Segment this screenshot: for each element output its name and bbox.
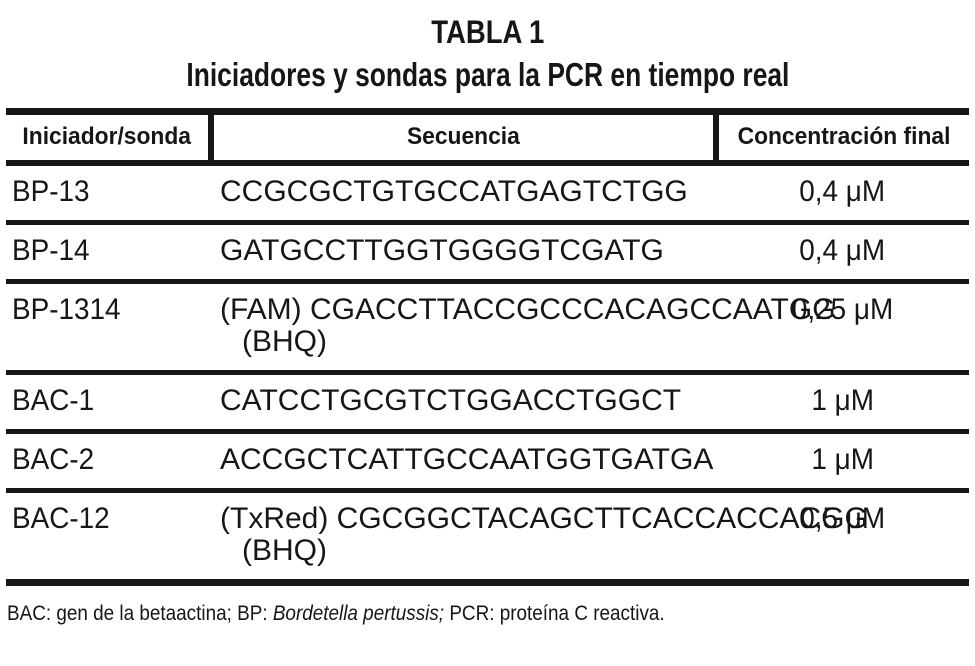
- primers-table: Iniciador/sonda Secuencia Concentración …: [6, 108, 969, 586]
- sequence-line2: (BHQ): [242, 325, 327, 358]
- sequence-line2: (BHQ): [242, 534, 327, 567]
- primer-name-cell: BAC-2: [6, 431, 211, 493]
- concentration-cell: 0,5 μM: [799, 502, 886, 535]
- sequence-cell: CATCCTGCGTCTGGACCTGGCT: [211, 372, 716, 434]
- concentration-cell: 0,4 μM: [716, 163, 969, 225]
- table-subtitle: Iniciadores y sondas para la PCR en tiem…: [185, 56, 789, 93]
- sequence-cell: ACCGCTCATTGCCAATGGTGATGA: [211, 431, 716, 493]
- concentration-cell: 0,4 μM: [716, 222, 969, 284]
- footnote-text-end: PCR: proteína C reactiva.: [444, 602, 665, 625]
- title-block: TABLA 1: [0, 0, 975, 51]
- sequence-cell: (FAM) CGACCTTACCGCCCACAGCCAATGG (BHQ): [211, 281, 836, 375]
- sequence-line1: (FAM) CGACCTTACCGCCCACAGCCAATGG: [220, 293, 836, 326]
- subtitle-block: Iniciadores y sondas para la PCR en tiem…: [0, 55, 975, 95]
- table-row: BP-13 CCGCGCTGTGCCATGAGTCTGG 0,4 μM: [6, 163, 969, 225]
- table-row: BP-1314 (FAM) CGACCTTACCGCCCACAGCCAATGG …: [6, 281, 969, 375]
- concentration-cell: 1 μM: [716, 372, 969, 434]
- table-row: BAC-12 (TxRed) CGCGGCTACAGCTTCACCACCACGG…: [6, 491, 969, 583]
- table-row: BAC-2 ACCGCTCATTGCCAATGGTGATGA 1 μM: [6, 431, 969, 493]
- footnote: BAC: gen de la betaactina; BP: Bordetell…: [7, 601, 975, 627]
- header-secuencia: Secuencia: [208, 111, 716, 166]
- header-iniciador-sonda: Iniciador/sonda: [6, 111, 211, 166]
- sequence-line1: GATGCCTTGGTGGGGTCGATG: [220, 234, 664, 267]
- table-row: BAC-1 CATCCTGCGTCTGGACCTGGCT 1 μM: [6, 372, 969, 434]
- footnote-species-italic: Bordetella pertussis;: [272, 602, 445, 625]
- sequence-line1: (TxRed) CGCGGCTACAGCTTCACCACCACGG: [220, 502, 868, 535]
- primer-name-cell: BP-1314: [6, 281, 211, 375]
- header-concentracion-final: Concentración final: [713, 111, 969, 166]
- table-row: BP-14 GATGCCTTGGTGGGGTCGATG 0,4 μM: [6, 222, 969, 284]
- sequence-cell: (TxRed) CGCGGCTACAGCTTCACCACCACGG (BHQ): [211, 491, 868, 583]
- table-number-title: TABLA 1: [430, 14, 545, 50]
- sequence-line1: CCGCGCTGTGCCATGAGTCTGG: [220, 175, 688, 208]
- primer-name-cell: BP-13: [6, 163, 211, 225]
- primer-name-cell: BP-14: [6, 222, 211, 284]
- footnote-text-start: BAC: gen de la betaactina; BP:: [7, 602, 273, 625]
- sequence-cell: GATGCCTTGGTGGGGTCGATG: [211, 222, 716, 284]
- sequence-line1: CATCCTGCGTCTGGACCTGGCT: [220, 384, 682, 417]
- concentration-cell: 1 μM: [716, 431, 969, 493]
- table-header-row: Iniciador/sonda Secuencia Concentración …: [6, 111, 969, 166]
- concentration-cell: 0,25 μM: [716, 281, 969, 375]
- primer-name-cell: BAC-12: [12, 502, 110, 535]
- sequence-cell: CCGCGCTGTGCCATGAGTCTGG: [211, 163, 716, 225]
- primer-name-cell: BAC-1: [6, 372, 211, 434]
- sequence-line1: ACCGCTCATTGCCAATGGTGATGA: [220, 443, 714, 476]
